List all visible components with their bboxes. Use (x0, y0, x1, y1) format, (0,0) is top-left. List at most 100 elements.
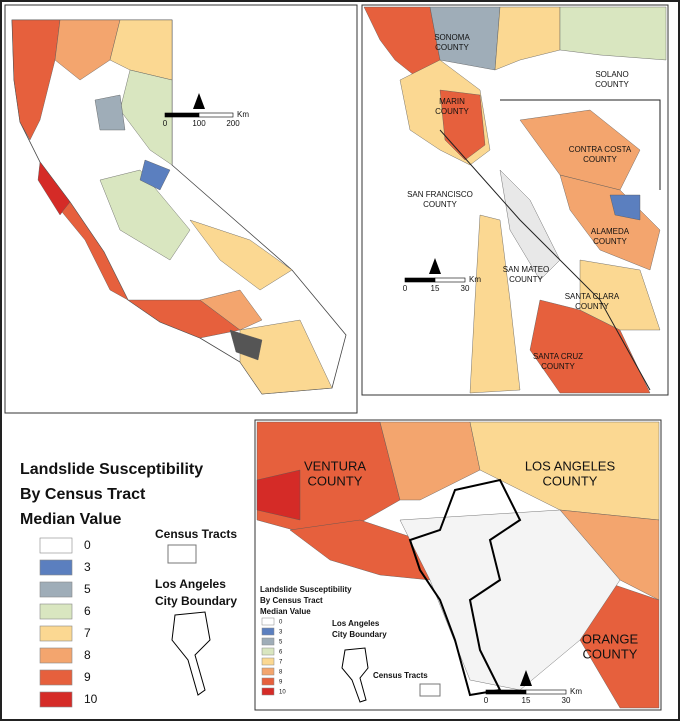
legend-label: 10 (84, 692, 98, 706)
legend-swatch (39, 603, 73, 620)
inset-legend-label: 5 (279, 640, 283, 646)
county-label: COUNTY (583, 155, 617, 164)
scale-label: 15 (431, 284, 440, 293)
inset-legend-label: 0 (279, 620, 283, 626)
scale-label: 200 (226, 119, 240, 128)
inset-legend-swatch (261, 657, 275, 666)
legend-swatch (39, 581, 73, 598)
legend-swatch (39, 669, 73, 686)
county-label: MARIN (439, 97, 465, 106)
legend-label: 5 (84, 582, 91, 596)
inset-city-boundary: City Boundary (332, 630, 387, 639)
legend-swatch (39, 537, 73, 554)
legend-city-boundary: Los Angeles (155, 577, 226, 591)
legend: Landslide Susceptibility By Census Tract M… (20, 461, 237, 708)
inset-legend-label: 10 (279, 690, 286, 696)
county-label: SAN MATEO (503, 265, 550, 274)
inset-boundary-icon (341, 647, 369, 703)
inset-legend-label: 3 (279, 630, 283, 636)
north-arrow (520, 670, 532, 686)
scale-unit: Km (469, 275, 481, 284)
legend-label: 7 (84, 626, 91, 640)
inset-tract-icon (419, 683, 441, 697)
scale-segment (485, 689, 527, 695)
inset-city-boundary: Los Angeles (332, 619, 380, 628)
legend-swatch (39, 625, 73, 642)
inset-legend-title: By Census Tract (260, 596, 323, 605)
legend-title: By Census Tract (20, 486, 146, 503)
legend-swatch (39, 647, 73, 664)
county-label: VENTURA (304, 458, 366, 473)
inset-legend-swatch (261, 687, 275, 696)
legend-label: 6 (84, 604, 91, 618)
scale-segment (434, 277, 466, 283)
county-label: COUNTY (593, 237, 627, 246)
county-label: COUNTY (541, 362, 575, 371)
inset-legend-label: 8 (279, 670, 283, 676)
inset-legend-title: Median Value (260, 607, 311, 616)
county-labels: SONOMACOUNTYSOLANOCOUNTYMARINCOUNTYCONTR… (407, 33, 632, 371)
inset-legend-label: 6 (279, 650, 283, 656)
legend-swatch (39, 691, 73, 708)
city-boundary-icon (171, 611, 211, 696)
inset-legend-title: Landslide Susceptibility (260, 585, 352, 594)
scale-label: 100 (192, 119, 206, 128)
inset-legend-swatch (261, 627, 275, 636)
scale-segment (404, 277, 436, 283)
north-arrow (193, 93, 205, 109)
legend-label: 8 (84, 648, 91, 662)
inset-legend-swatch (261, 677, 275, 686)
legend-census-tracts: Census Tracts (155, 527, 237, 541)
county-label: COUNTY (583, 646, 638, 661)
scale-unit: Km (570, 687, 582, 696)
county-label: SANTA CRUZ (533, 352, 583, 361)
legend-swatch (39, 559, 73, 576)
scale-label: 0 (403, 284, 408, 293)
legend-label: 3 (84, 560, 91, 574)
county-label: LOS ANGELES (525, 458, 616, 473)
county-label: COUNTY (308, 473, 363, 488)
census-tract-icon (167, 544, 197, 564)
legend-title: Landslide Susceptibility (20, 461, 203, 478)
county-label: COUNTY (509, 275, 543, 284)
county-label: ALAMEDA (591, 227, 630, 236)
inset-legend: Landslide Susceptibility By Census Tract M… (260, 585, 441, 703)
county-label: COUNTY (575, 302, 609, 311)
scale-segment (198, 112, 234, 118)
scale-label: 0 (484, 696, 489, 705)
inset-legend-label: 7 (279, 660, 283, 666)
scale-segment (525, 689, 567, 695)
county-label: SOLANO (595, 70, 628, 79)
legend-city-boundary: City Boundary (155, 594, 237, 608)
inset-legend-swatch (261, 637, 275, 646)
scale-label: 30 (461, 284, 470, 293)
legend-title: Median Value (20, 511, 121, 528)
inset-legend-label: 9 (279, 680, 283, 686)
inset-legend-swatch (261, 617, 275, 626)
county-label: COUNTY (435, 43, 469, 52)
scale-unit: Km (237, 110, 249, 119)
inset-legend-swatch (261, 647, 275, 656)
county-label: COUNTY (435, 107, 469, 116)
legend-label: 0 (84, 538, 91, 552)
county-label: SAN FRANCISCO (407, 190, 473, 199)
county-label: SONOMA (434, 33, 470, 42)
scale-label: 30 (562, 696, 571, 705)
county-label: ORANGE (582, 631, 639, 646)
inset-legend-swatch (261, 667, 275, 676)
county-label: SANTA CLARA (565, 292, 620, 301)
scale-segment (164, 112, 200, 118)
inset-census-tracts: Census Tracts (373, 671, 428, 680)
county-label: COUNTY (423, 200, 457, 209)
bay-area-map: SONOMACOUNTYSOLANOCOUNTYMARINCOUNTYCONTR… (361, 4, 669, 396)
county-label: COUNTY (595, 80, 629, 89)
scale-label: 15 (522, 696, 531, 705)
county-label: COUNTY (543, 473, 598, 488)
scale-label: 0 (163, 119, 168, 128)
legend-label: 9 (84, 670, 91, 684)
